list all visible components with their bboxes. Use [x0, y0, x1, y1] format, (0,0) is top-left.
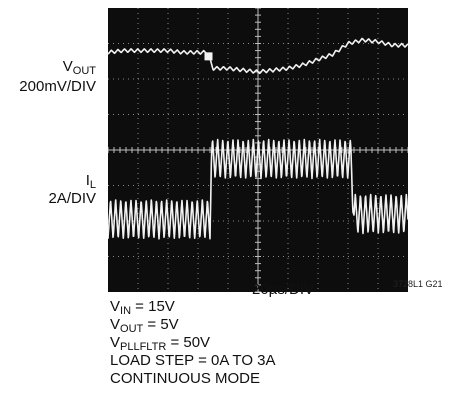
oscilloscope-screen [108, 8, 408, 292]
vout-scale: 200mV/DIV [19, 78, 96, 95]
condition-mode: CONTINUOUS MODE [110, 370, 260, 387]
condition-load-step: LOAD STEP = 0A TO 3A [110, 352, 276, 369]
condition-vin: VIN = 15V [110, 298, 175, 317]
trace-il [108, 138, 408, 240]
il-scale: 2A/DIV [48, 190, 96, 207]
timebase-label: 20µs/DIV [252, 281, 314, 298]
trace-vout [108, 37, 408, 75]
condition-vout: VOUT = 5V [110, 316, 179, 335]
figure-reference: 3728L1 G21 [393, 279, 443, 289]
graticule [108, 8, 408, 292]
il-label: IL [85, 172, 96, 191]
vout-label: VOUT [62, 58, 96, 77]
traces [108, 37, 408, 240]
vout-name: VOUT [62, 58, 96, 77]
trigger-marker [204, 52, 213, 61]
il-name: IL [85, 172, 96, 191]
condition-vpllfltr: VPLLFLTR = 50V [110, 334, 211, 353]
